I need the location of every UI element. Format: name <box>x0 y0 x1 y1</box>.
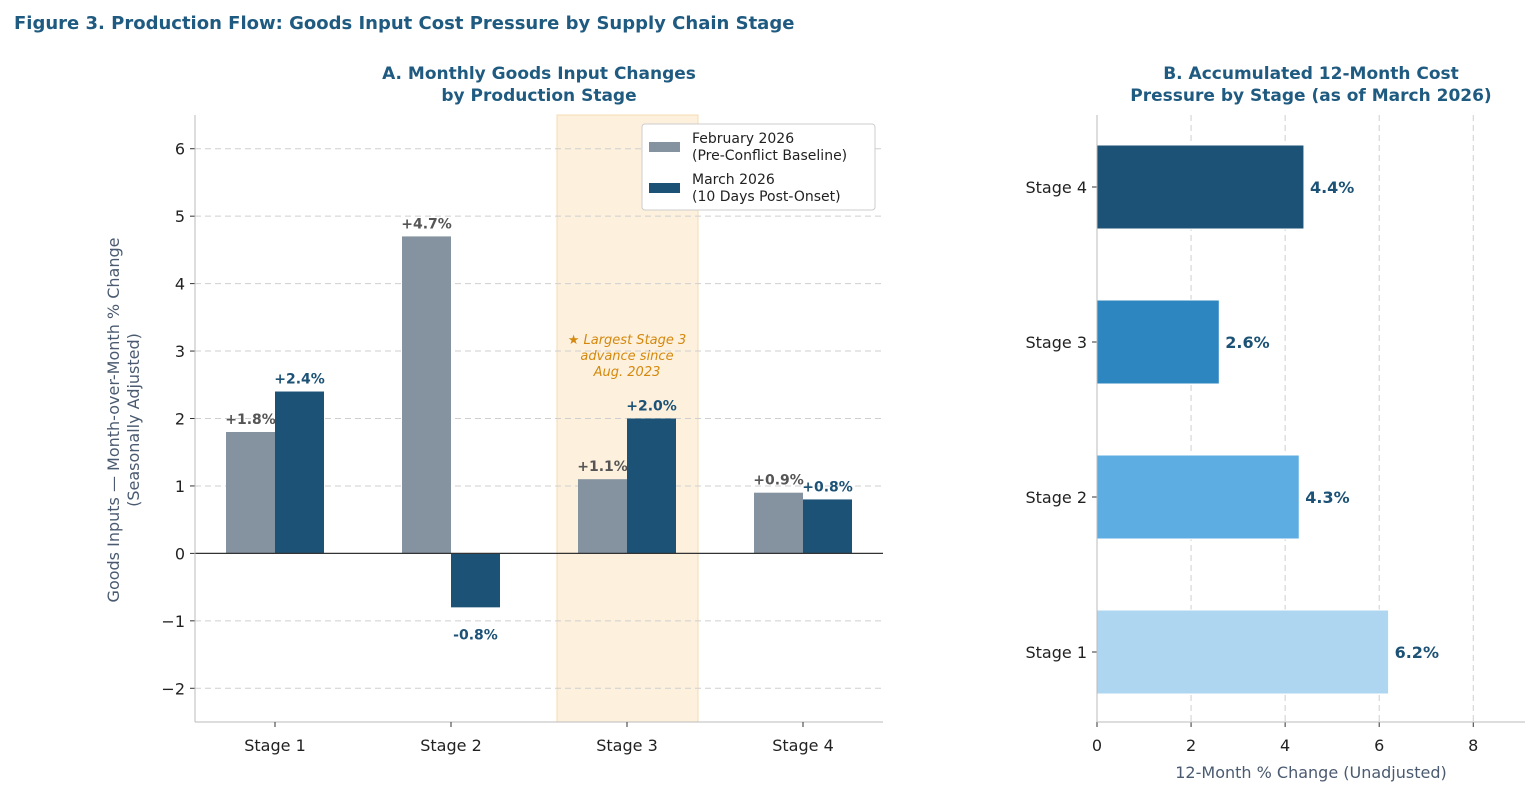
figure-title: Figure 3. Production Flow: Goods Input C… <box>14 13 794 34</box>
panel-a-title: A. Monthly Goods Input Changes <box>382 64 696 84</box>
x-tick-label: 0 <box>1092 736 1102 755</box>
data-label: +2.4% <box>274 372 325 388</box>
bar-stage-2 <box>1096 454 1300 540</box>
y-tick-label: −1 <box>161 612 185 631</box>
y-tick-label: Stage 4 <box>1026 178 1088 197</box>
data-label: 2.6% <box>1225 333 1269 352</box>
data-label: -0.8% <box>453 627 498 643</box>
annotation: ★ Largest Stage 3 <box>568 333 687 348</box>
legend-label: (10 Days Post-Onset) <box>692 189 841 205</box>
bar-stage-4 <box>1096 144 1305 230</box>
data-label: 4.4% <box>1310 178 1354 197</box>
y-tick-label: 1 <box>175 477 185 496</box>
y-tick-label: Stage 3 <box>1026 333 1088 352</box>
legend-label: February 2026 <box>692 131 794 147</box>
legend-swatch <box>649 183 680 193</box>
annotation: advance since <box>580 349 673 364</box>
y-tick-label: 4 <box>175 275 185 294</box>
bar-stage-2-series-1 <box>402 236 451 554</box>
y-tick-label: −2 <box>161 679 185 698</box>
x-tick-label: Stage 1 <box>244 736 306 755</box>
data-label: +0.9% <box>753 473 804 489</box>
bar-stage-2-series-2 <box>451 553 500 608</box>
y-tick-label: Stage 2 <box>1026 488 1088 507</box>
y-axis-label: (Seasonally Adjusted) <box>124 333 143 507</box>
y-tick-label: 2 <box>175 410 185 429</box>
bar-stage-4-series-2 <box>803 499 852 554</box>
legend-label: March 2026 <box>692 172 775 188</box>
bar-stage-3-series-2 <box>627 418 676 554</box>
x-tick-label: Stage 3 <box>596 736 658 755</box>
panel-a-title: by Production Stage <box>441 86 636 106</box>
x-tick-label: 4 <box>1280 736 1290 755</box>
data-label: +1.8% <box>225 412 276 428</box>
x-tick-label: 2 <box>1186 736 1196 755</box>
data-label: +1.1% <box>577 459 628 475</box>
y-tick-label: 5 <box>175 207 185 226</box>
data-label: 4.3% <box>1305 488 1349 507</box>
y-tick-label: 3 <box>175 342 185 361</box>
data-label: +4.7% <box>401 216 452 232</box>
bar-stage-3 <box>1096 299 1220 385</box>
legend-swatch <box>649 142 680 152</box>
bar-stage-3-series-1 <box>578 479 627 554</box>
bar-stage-1-series-1 <box>226 431 275 554</box>
annotation: Aug. 2023 <box>593 365 661 380</box>
panel-b-title: Pressure by Stage (as of March 2026) <box>1130 86 1491 106</box>
legend-label: (Pre-Conflict Baseline) <box>692 148 847 164</box>
y-axis-label: Goods Inputs — Month-over-Month % Change <box>104 238 123 603</box>
x-tick-label: 8 <box>1468 736 1478 755</box>
legend <box>641 123 876 211</box>
panel-b-title: B. Accumulated 12-Month Cost <box>1163 64 1459 84</box>
bar-stage-4-series-1 <box>754 492 803 554</box>
x-tick-label: Stage 4 <box>772 736 834 755</box>
data-label: +0.8% <box>802 479 853 495</box>
bar-stage-1-series-2 <box>275 391 324 554</box>
x-tick-label: 6 <box>1374 736 1384 755</box>
y-tick-label: Stage 1 <box>1026 643 1088 662</box>
x-tick-label: Stage 2 <box>420 736 482 755</box>
y-tick-label: 6 <box>175 140 185 159</box>
y-tick-label: 0 <box>175 544 185 563</box>
data-label: 6.2% <box>1395 643 1439 662</box>
bar-stage-1 <box>1096 609 1390 695</box>
data-label: +2.0% <box>626 399 677 415</box>
x-axis-label: 12-Month % Change (Unadjusted) <box>1175 763 1447 782</box>
